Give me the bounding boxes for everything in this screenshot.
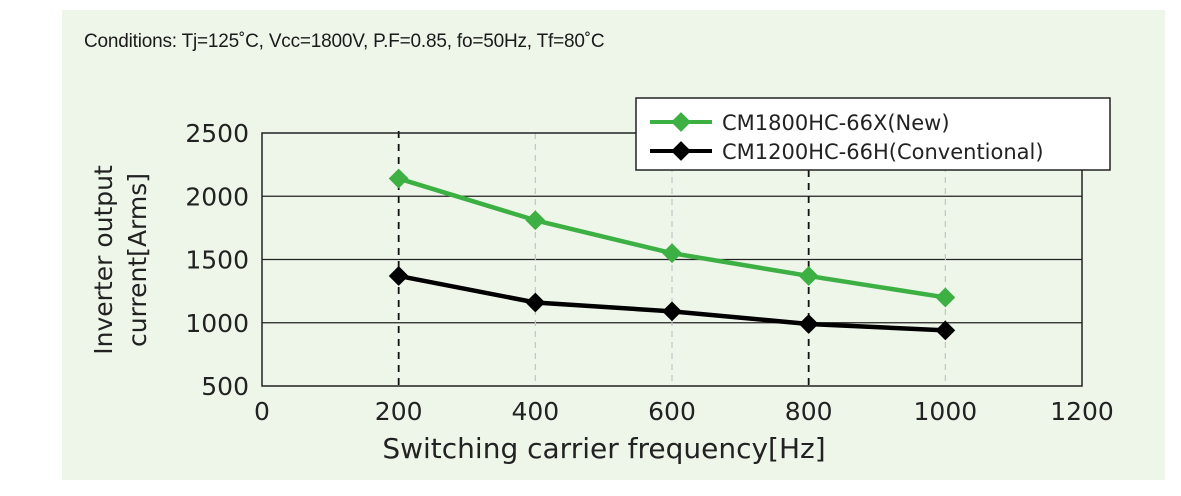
data-point-conventional [662,301,682,322]
x-axis-label: Switching carrier frequency[Hz] [382,432,825,465]
data-point-conventional [798,314,819,334]
y-tick-label: 1500 [185,246,249,275]
data-point-new [662,243,682,264]
x-tick-label: 600 [648,397,696,426]
legend-label-new: CM1800HC-66X(New) [722,111,950,135]
y-tick-label: 1000 [185,309,249,338]
x-tick-label: 400 [511,397,559,426]
series [388,168,956,341]
data-point-conventional [935,320,956,341]
data-point-conventional [525,292,546,313]
x-tick-label: 200 [375,397,423,426]
data-point-new [388,168,409,189]
legend-box [635,97,1111,171]
data-point-new [935,287,956,308]
legend-label-conventional: CM1200HC-66H(Conventional) [722,140,1044,164]
chart-panel [62,10,1165,480]
data-point-conventional [388,266,409,286]
x-tick-label: 1200 [1050,397,1114,426]
axis-ticks: 0 200 400 600 800 1000 1200 500 1000 1500 2000 2500 [185,119,1113,426]
y-tick-label: 500 [201,372,249,401]
y-axis-label-line1: Inverter output [89,165,118,355]
data-point-new [525,210,546,231]
conditions-text: Conditions: Tj=125˚C, Vcc=1800V, P.F=0.8… [84,31,605,52]
x-tick-label: 800 [785,397,833,426]
data-point-new [798,266,819,286]
legend: CM1800HC-66X(New) CM1200HC-66H(Conventio… [635,97,1111,171]
x-tick-label: 1000 [914,397,978,426]
y-tick-label: 2500 [185,119,249,148]
x-tick-label: 0 [254,397,270,426]
y-axis-label-line2: current[Arms] [123,173,152,347]
y-tick-label: 2000 [185,182,249,211]
